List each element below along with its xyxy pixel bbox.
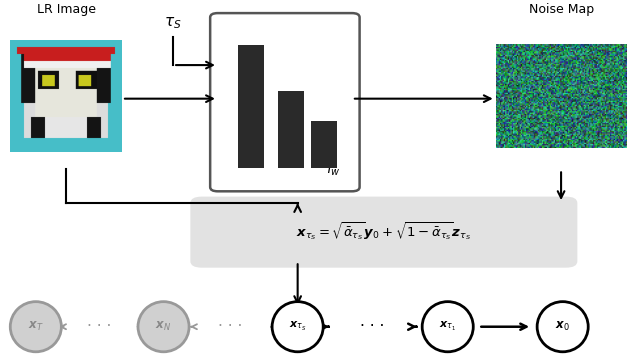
- Ellipse shape: [10, 302, 61, 352]
- Text: $\tau_S$: $\tau_S$: [164, 16, 182, 31]
- Text: $\boldsymbol{x}_{\tau_S}$: $\boldsymbol{x}_{\tau_S}$: [289, 320, 307, 333]
- Text: $\boldsymbol{x}_T$: $\boldsymbol{x}_T$: [28, 320, 44, 333]
- Text: $\boldsymbol{x}_{\tau_S} = \sqrt{\bar{\alpha}_{\tau_S}}\boldsymbol{y}_0 + \sqrt{: $\boldsymbol{x}_{\tau_S} = \sqrt{\bar{\a…: [296, 221, 472, 243]
- Text: · · ·: · · ·: [88, 319, 112, 334]
- Text: · · ·: · · ·: [360, 319, 385, 334]
- Text: $f_w$: $f_w$: [326, 161, 340, 178]
- FancyBboxPatch shape: [190, 197, 577, 268]
- Ellipse shape: [138, 302, 189, 352]
- FancyBboxPatch shape: [210, 13, 360, 191]
- Text: LR Image: LR Image: [36, 3, 95, 16]
- Ellipse shape: [537, 302, 588, 352]
- Text: Noise Map: Noise Map: [529, 3, 594, 16]
- Text: $\boldsymbol{x}_N$: $\boldsymbol{x}_N$: [156, 320, 172, 333]
- Text: · · ·: · · ·: [218, 319, 243, 334]
- Ellipse shape: [272, 302, 323, 352]
- Text: $\boldsymbol{x}_{\tau_1}$: $\boldsymbol{x}_{\tau_1}$: [439, 320, 456, 333]
- Ellipse shape: [422, 302, 473, 352]
- Text: $\boldsymbol{x}_0$: $\boldsymbol{x}_0$: [556, 320, 570, 333]
